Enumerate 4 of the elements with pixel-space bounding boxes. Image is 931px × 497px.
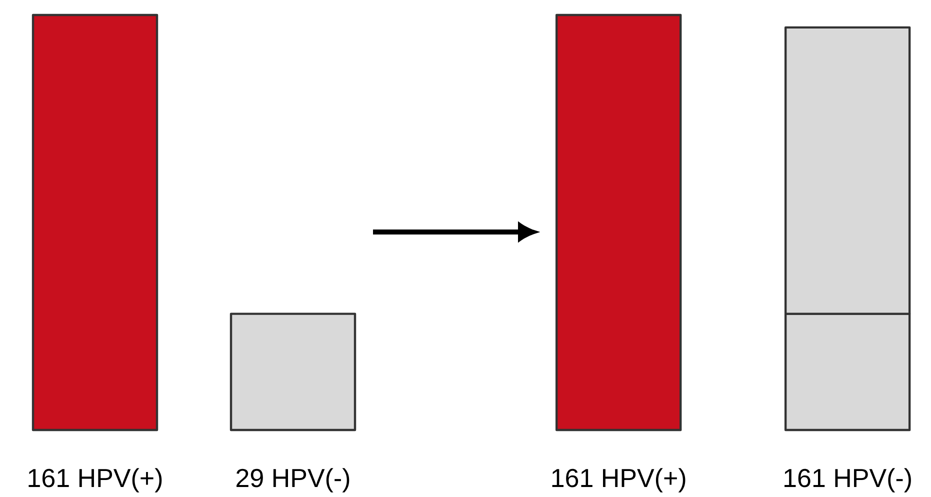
x-tick-label: 161 HPV(+) [28, 468, 162, 492]
x-tick-label: 161 HPV(+) [552, 468, 686, 492]
x-tick-label: 161 HPV(-) [784, 468, 911, 492]
x-tick-label: 29 HPV(-) [236, 468, 350, 492]
